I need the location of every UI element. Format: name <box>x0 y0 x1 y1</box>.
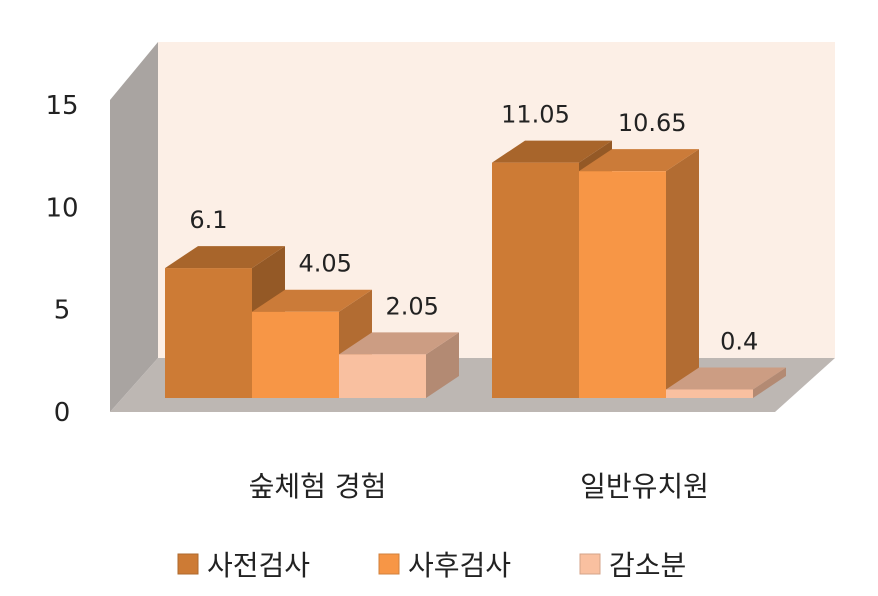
y-axis: 0 5 10 15 <box>45 91 78 428</box>
bar-front <box>165 268 252 398</box>
data-labels: 6.1 4.05 2.05 11.05 10.65 0.4 <box>189 101 758 356</box>
bars <box>165 140 786 398</box>
data-label: 0.4 <box>720 327 758 355</box>
bar-side <box>666 149 699 398</box>
data-label: 6.1 <box>189 206 227 234</box>
bar-front <box>339 354 426 398</box>
bar-top <box>666 367 786 390</box>
legend-item: 사전검사 <box>177 549 310 582</box>
data-label: 4.05 <box>298 250 351 278</box>
legend: 사전검사 사후검사 감소분 <box>177 549 686 582</box>
bar-top <box>339 332 459 355</box>
category-label: 일반유치원 <box>580 470 709 503</box>
bar-top <box>492 140 612 163</box>
legend-label: 사전검사 <box>207 549 310 582</box>
y-tick-label: 15 <box>45 91 78 121</box>
legend-item: 사후검사 <box>378 549 511 582</box>
bar <box>579 149 699 398</box>
legend-item: 감소분 <box>579 549 686 582</box>
category-label: 숲체험 경험 <box>249 470 387 503</box>
legend-label: 감소분 <box>609 549 686 582</box>
bar-front <box>252 311 339 398</box>
bar-front <box>579 171 666 398</box>
bar-side <box>753 367 786 398</box>
bar-top <box>165 246 285 269</box>
data-label: 10.65 <box>618 109 687 137</box>
legend-label: 사후검사 <box>408 549 511 582</box>
x-axis: 숲체험 경험 일반유치원 <box>249 470 709 503</box>
data-label: 2.05 <box>385 292 438 320</box>
bar-side <box>426 332 459 398</box>
side-wall <box>110 42 158 412</box>
legend-swatch <box>378 553 400 575</box>
legend-swatch <box>177 553 199 575</box>
y-tick-label: 5 <box>54 296 71 326</box>
bar-front <box>492 162 579 398</box>
y-tick-label: 0 <box>54 398 71 428</box>
bar <box>666 367 786 398</box>
bar-top <box>252 289 372 312</box>
bar-top <box>579 149 699 172</box>
y-tick-label: 10 <box>45 193 78 223</box>
legend-swatch <box>579 553 601 575</box>
data-label: 11.05 <box>501 101 570 129</box>
bar <box>339 332 459 398</box>
bar-front <box>666 389 753 398</box>
